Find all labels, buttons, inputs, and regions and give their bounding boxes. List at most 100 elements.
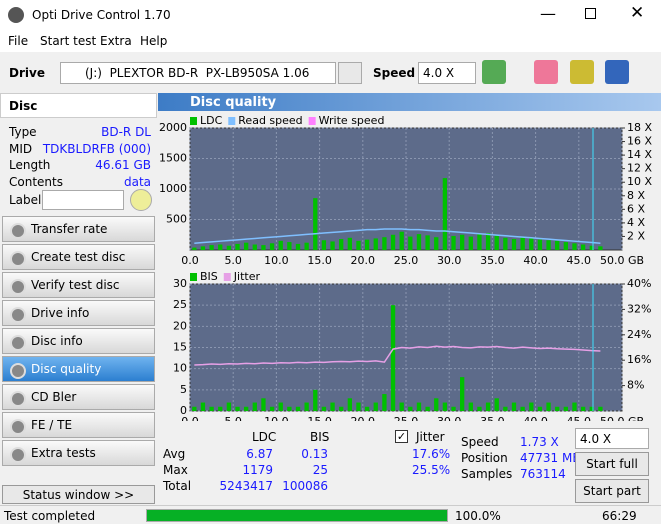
drive-select[interactable]: (J:) PLEXTOR BD-R PX-LB950SA 1.06 [60, 62, 336, 84]
bar [390, 234, 396, 250]
bar [408, 236, 413, 250]
erase-button[interactable] [534, 60, 558, 84]
y-tick-label: 2000 [159, 121, 187, 134]
disc-values: BD-R DL TDKBLDRFB (000) 46.61 GB data [43, 124, 151, 190]
info-values: 1.73 X 47731 MB 763114 [520, 434, 581, 482]
bar [226, 402, 232, 411]
time: 66:29 [602, 509, 637, 523]
bar [399, 231, 404, 250]
jitter-avg: 17.6% [412, 447, 451, 461]
bar [287, 406, 292, 411]
start-part[interactable]: Start part [575, 479, 649, 503]
legend-label: LDC [200, 114, 223, 127]
nav-button[interactable]: Extra tests [2, 440, 155, 466]
label-input[interactable] [42, 190, 124, 210]
refresh-button[interactable] [482, 60, 506, 84]
bar [503, 237, 508, 250]
x-tick-label: 25.0 [394, 415, 419, 421]
bar [200, 402, 206, 411]
value: 46.61 GB [95, 158, 151, 172]
bar [434, 237, 439, 250]
jitter-label: Jitter [416, 430, 445, 444]
nav-button[interactable]: Transfer rate [2, 216, 155, 242]
jitter-max: 25.5% [412, 463, 451, 477]
stats: LDC BIS [158, 430, 329, 492]
nav-button[interactable]: Disc quality [2, 356, 155, 382]
value: 47731 MB [520, 451, 581, 465]
bar [295, 243, 301, 250]
test-speed-select[interactable]: 4.0 X [575, 428, 649, 449]
bar [321, 406, 327, 411]
bar [494, 235, 499, 250]
nav-button[interactable]: Drive info [2, 300, 155, 326]
save-button[interactable] [605, 60, 629, 84]
bar [485, 232, 491, 250]
bar [313, 198, 318, 250]
bar [235, 406, 240, 411]
progress-track [146, 509, 448, 522]
bar [580, 406, 586, 411]
status-text: Test completed [4, 509, 96, 523]
y2-tick-label: 2 X [627, 229, 645, 242]
bar [555, 406, 560, 411]
bar [373, 402, 378, 411]
minimize[interactable]: — [540, 4, 556, 23]
maximize[interactable] [585, 8, 596, 19]
y-tick-label: 15 [173, 341, 187, 354]
menu-item[interactable]: Help [140, 34, 168, 48]
x-tick-label: 30.0 [437, 415, 462, 421]
nav-button[interactable]: Verify test disc [2, 272, 155, 298]
bar [209, 406, 214, 411]
menu-item[interactable]: Extra [100, 34, 132, 48]
bar [347, 237, 352, 250]
bar [555, 240, 560, 250]
bar [598, 406, 603, 411]
bar [244, 406, 249, 411]
legend-label: Write speed [319, 114, 385, 127]
nav-button[interactable]: FE / TE [2, 412, 155, 438]
bar [295, 406, 301, 411]
close[interactable]: ✕ [630, 3, 645, 23]
y2-tick-label: 8% [627, 379, 644, 392]
settings-button[interactable] [570, 60, 594, 84]
disc-header: Disc [0, 93, 157, 118]
menu-item[interactable]: File [8, 34, 29, 48]
speed-select[interactable]: 4.0 X [418, 62, 476, 84]
status-window-button[interactable]: Status window >> [2, 485, 155, 504]
y-tick-label: 500 [166, 213, 187, 226]
nav: Transfer rate Create test disc Verify test… [0, 216, 157, 480]
y2-tick-label: 12 X [627, 162, 652, 175]
nav-button[interactable]: Create test disc [2, 244, 155, 270]
x-tick-label: 30.0 [437, 254, 462, 267]
y-tick-label: 10 [173, 362, 187, 375]
key: Speed [461, 435, 499, 449]
nav-button[interactable]: Disc info [2, 328, 155, 354]
bar [416, 234, 422, 250]
bar [330, 241, 335, 250]
bar [356, 402, 361, 411]
label-button[interactable] [130, 189, 152, 211]
x-tick-label: 50.0 GB [600, 415, 644, 421]
x-tick-label: 0.0 [181, 254, 199, 267]
start-full[interactable]: Start full [575, 452, 649, 476]
menu-bar: File Start test Extra Help [0, 30, 661, 52]
stat-value: 0.13 [301, 447, 328, 461]
y2-tick-label: 40% [627, 277, 651, 290]
bar [511, 402, 517, 411]
y2-tick-label: 24% [627, 328, 651, 341]
y2-tick-label: 10 X [627, 175, 652, 188]
bar [330, 402, 335, 411]
bar [226, 245, 232, 250]
y2-tick-label: 4 X [627, 216, 645, 229]
stat-value: 25 [312, 463, 328, 477]
eject-button[interactable] [338, 62, 362, 84]
jitter-checkbox[interactable]: ✓ [395, 430, 408, 443]
value: TDKBLDRFB (000) [42, 141, 151, 156]
col-header: LDC [252, 430, 277, 444]
nav-button[interactable]: CD Bler [2, 384, 155, 410]
menu-item[interactable]: Start test [40, 34, 97, 48]
value: BD-R DL [101, 125, 151, 139]
y2-tick-label: 14 X [627, 148, 652, 161]
bar [269, 406, 275, 411]
